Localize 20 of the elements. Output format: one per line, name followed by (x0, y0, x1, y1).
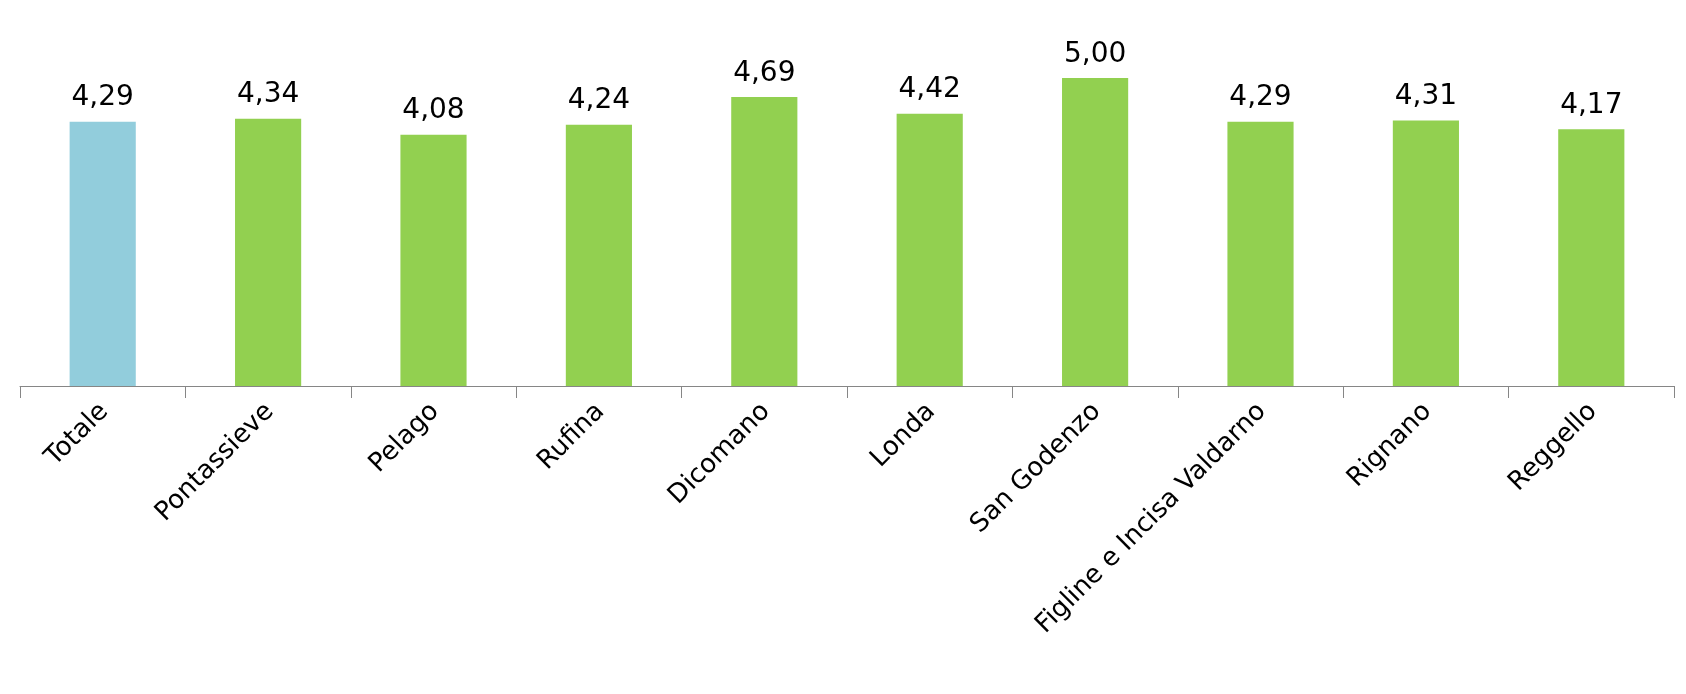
data-label: 4,29 (71, 79, 134, 113)
data-label: 4,34 (236, 76, 300, 110)
bar (565, 124, 632, 386)
data-label: 5,00 (1063, 35, 1127, 69)
data-label: 4,31 (1394, 78, 1458, 111)
bar (235, 118, 302, 386)
data-label: 4,24 (567, 82, 631, 116)
bar (1558, 129, 1625, 386)
bar (1392, 120, 1459, 386)
bar (896, 113, 963, 386)
data-label: 4,08 (402, 92, 465, 126)
data-label: 4,69 (733, 54, 796, 88)
bar (1227, 121, 1294, 386)
data-label: 4,17 (1560, 86, 1623, 120)
bar (400, 134, 467, 386)
bar (1062, 78, 1129, 386)
data-label: 4,42 (898, 71, 961, 105)
bar (69, 121, 136, 386)
bar (731, 97, 798, 386)
data-label: 4,29 (1229, 79, 1292, 113)
